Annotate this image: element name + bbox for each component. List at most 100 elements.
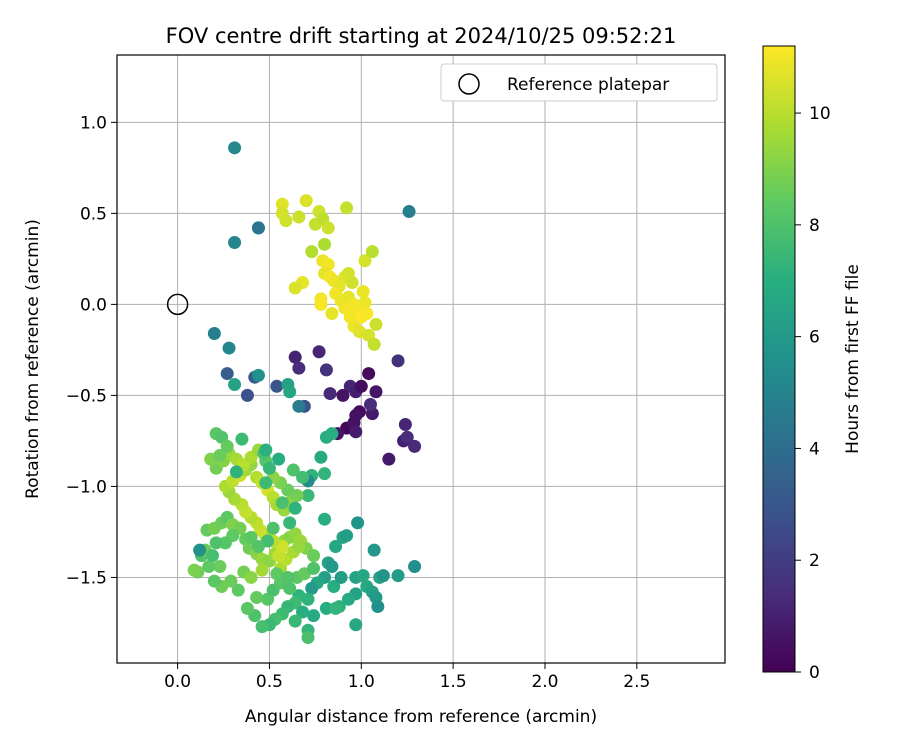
- data-point: [356, 569, 370, 583]
- y-tick-label: 0.5: [80, 204, 107, 224]
- data-point: [369, 317, 383, 331]
- data-point: [207, 327, 221, 341]
- x-tick-label: 2.0: [531, 672, 558, 692]
- data-point: [307, 561, 321, 575]
- data-point: [345, 276, 359, 290]
- y-axis-ticks: 1.0 0.5 0.0 −0.5 −1.0 −1.5: [66, 113, 117, 588]
- colorbar-ticks: 0 2 4 6 8 10: [795, 104, 831, 683]
- data-point: [329, 601, 343, 615]
- x-tick-label: 1.5: [440, 672, 467, 692]
- data-point: [358, 296, 372, 310]
- data-point: [279, 214, 293, 228]
- data-point: [362, 367, 376, 381]
- data-point: [220, 367, 234, 381]
- data-point: [363, 398, 377, 412]
- data-point: [259, 443, 273, 457]
- x-tick-label: 1.0: [348, 672, 375, 692]
- data-point: [275, 496, 289, 510]
- data-point: [314, 450, 328, 464]
- data-point: [354, 379, 368, 393]
- colorbar-label: Hours from first FF file: [843, 264, 863, 454]
- data-point: [244, 570, 258, 584]
- x-tick-label: 0.5: [256, 672, 283, 692]
- data-point: [288, 614, 302, 628]
- data-point: [349, 425, 363, 439]
- data-point: [292, 539, 306, 553]
- x-axis-ticks: 0.0 0.5 1.0 1.5 2.0 2.5: [164, 663, 650, 692]
- data-point: [244, 530, 258, 544]
- data-point: [288, 350, 302, 364]
- data-point: [255, 563, 269, 577]
- colorbar-tick-label: 8: [809, 216, 820, 236]
- data-point: [220, 439, 234, 453]
- data-point: [321, 221, 335, 235]
- data-point: [251, 368, 265, 382]
- data-point: [356, 285, 370, 299]
- data-point: [292, 399, 306, 413]
- data-point: [240, 388, 254, 402]
- data-point: [319, 363, 333, 377]
- data-point: [266, 521, 280, 535]
- data-point: [193, 543, 207, 557]
- data-point: [251, 539, 265, 553]
- y-tick-label: 1.0: [80, 113, 107, 133]
- data-point: [325, 427, 339, 441]
- data-point: [371, 600, 385, 614]
- data-point: [325, 560, 339, 574]
- colorbar-tick-label: 6: [809, 328, 820, 348]
- data-point: [187, 563, 201, 577]
- data-point: [349, 618, 363, 632]
- data-point: [318, 467, 332, 481]
- data-point: [222, 341, 236, 355]
- data-point: [307, 549, 321, 563]
- data-point: [283, 516, 297, 530]
- data-point: [251, 221, 265, 235]
- data-point: [202, 560, 216, 574]
- data-point: [240, 601, 254, 615]
- data-point: [323, 387, 337, 401]
- data-point: [283, 385, 297, 399]
- colorbar-tick-label: 4: [809, 439, 820, 459]
- y-tick-label: 0.0: [80, 295, 107, 315]
- data-point: [318, 512, 332, 526]
- data-point: [299, 194, 313, 208]
- data-point: [275, 197, 289, 211]
- data-point: [292, 361, 306, 375]
- data-point: [318, 237, 332, 251]
- data-point: [367, 337, 381, 351]
- data-point: [376, 569, 390, 583]
- data-point: [281, 570, 295, 584]
- data-point: [329, 539, 343, 553]
- chart-title: FOV centre drift starting at 2024/10/25 …: [166, 24, 677, 48]
- data-point: [319, 601, 333, 615]
- data-point: [213, 448, 227, 462]
- data-point: [228, 235, 242, 249]
- data-point: [391, 354, 405, 368]
- data-point: [301, 631, 315, 645]
- data-point: [235, 432, 249, 446]
- data-point: [229, 465, 243, 479]
- data-point: [283, 581, 297, 595]
- data-point: [207, 574, 221, 588]
- data-point: [369, 385, 383, 399]
- data-point: [340, 529, 354, 543]
- data-point: [228, 377, 242, 391]
- data-point: [296, 605, 310, 619]
- data-point: [327, 580, 341, 594]
- data-point: [206, 549, 220, 563]
- data-point: [351, 516, 365, 530]
- y-axis-label: Rotation from reference (arcmin): [23, 219, 43, 499]
- data-point: [270, 567, 284, 581]
- x-axis-label: Angular distance from reference (arcmin): [245, 707, 597, 727]
- data-point: [408, 560, 422, 574]
- data-point: [231, 583, 245, 597]
- data-point: [312, 345, 326, 359]
- legend-marker-icon: [458, 73, 480, 95]
- data-point: [382, 452, 396, 466]
- data-point: [270, 379, 284, 393]
- data-point: [408, 439, 422, 453]
- legend-box: [440, 63, 718, 102]
- data-point: [325, 306, 339, 320]
- data-point: [213, 560, 227, 574]
